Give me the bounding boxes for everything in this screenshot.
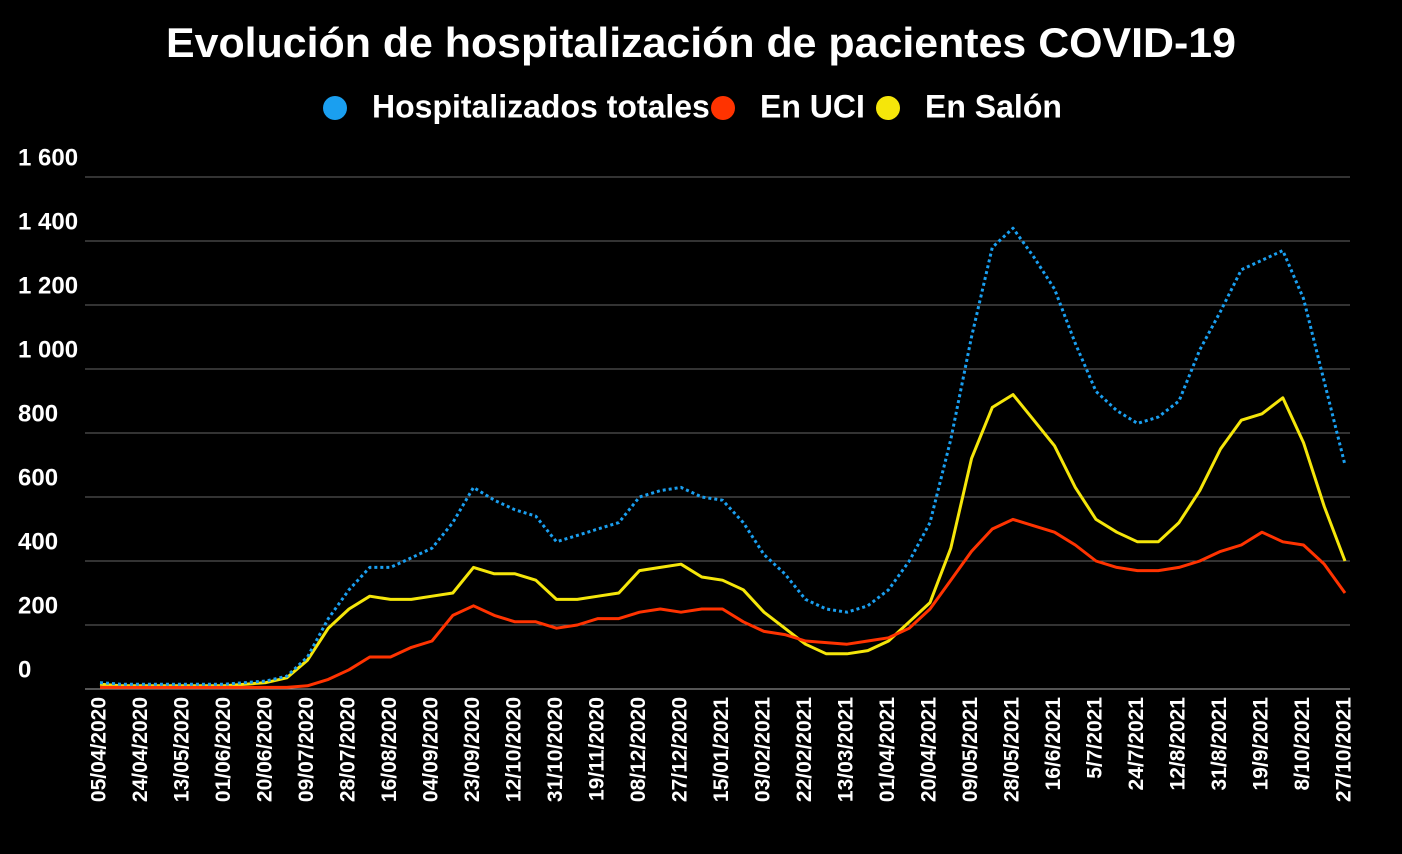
- y-tick-label: 400: [18, 528, 58, 555]
- x-tick-label: 16/6/2021: [1042, 697, 1065, 791]
- line-series: [99, 226, 1347, 686]
- x-tick-label: 27/12/2020: [669, 697, 692, 802]
- y-tick-label: 0: [18, 656, 31, 683]
- x-tick-label: 28/05/2021: [1001, 697, 1024, 802]
- x-tick-label: 13/03/2021: [835, 697, 858, 802]
- x-tick-label: 09/05/2021: [959, 697, 982, 802]
- x-tick-label: 31/8/2021: [1208, 697, 1231, 791]
- x-tick-label: 31/10/2020: [544, 697, 567, 802]
- x-tick-label: 5/7/2021: [1084, 697, 1107, 779]
- x-tick-label: 24/7/2021: [1125, 697, 1148, 791]
- x-tick-label: 15/01/2021: [710, 697, 733, 802]
- y-tick-label: 1 400: [18, 208, 78, 235]
- x-tick-label: 01/06/2020: [212, 697, 235, 802]
- legend-label: En Salón: [925, 88, 1062, 124]
- x-tick-label: 12/10/2020: [503, 697, 526, 802]
- x-tick-label: 09/07/2020: [295, 697, 318, 802]
- y-tick-label: 800: [18, 400, 58, 427]
- x-tick-label: 24/04/2020: [129, 697, 152, 802]
- y-tick-label: 200: [18, 592, 58, 619]
- x-tick-label: 01/04/2021: [876, 697, 899, 802]
- legend-marker: [876, 96, 900, 120]
- x-tick-label: 20/06/2020: [254, 697, 277, 802]
- legend-label: En UCI: [760, 88, 865, 124]
- legend-label: Hospitalizados totales: [372, 88, 710, 124]
- x-tick-label: 05/04/2020: [88, 697, 111, 802]
- x-tick-label: 19/9/2021: [1250, 697, 1273, 791]
- y-tick-label: 1 000: [18, 336, 78, 363]
- legend-marker: [711, 96, 735, 120]
- x-tick-label: 16/08/2020: [378, 697, 401, 802]
- x-tick-label: 04/09/2020: [420, 697, 443, 802]
- x-tick-label: 28/07/2020: [337, 697, 360, 802]
- x-tick-label: 27/10/2021: [1333, 697, 1356, 802]
- line-series: [100, 517, 1347, 689]
- x-tick-label: 12/8/2021: [1167, 697, 1190, 791]
- x-tick-label: 22/02/2021: [793, 697, 816, 802]
- legend-marker: [323, 96, 347, 120]
- y-tick-label: 1 200: [18, 272, 78, 299]
- x-tick-label: 13/05/2020: [171, 697, 194, 802]
- x-tick-label: 23/09/2020: [461, 697, 484, 802]
- line-series: [99, 393, 1347, 688]
- x-tick-label: 03/02/2021: [752, 697, 775, 802]
- y-tick-label: 600: [18, 464, 58, 491]
- x-tick-label: 19/11/2020: [586, 697, 609, 801]
- x-tick-label: 08/12/2020: [627, 697, 650, 802]
- x-tick-label: 8/10/2021: [1291, 697, 1314, 791]
- chart-title: Evolución de hospitalización de paciente…: [166, 19, 1236, 66]
- y-tick-label: 1 600: [18, 144, 78, 171]
- x-tick-label: 20/04/2021: [918, 697, 941, 802]
